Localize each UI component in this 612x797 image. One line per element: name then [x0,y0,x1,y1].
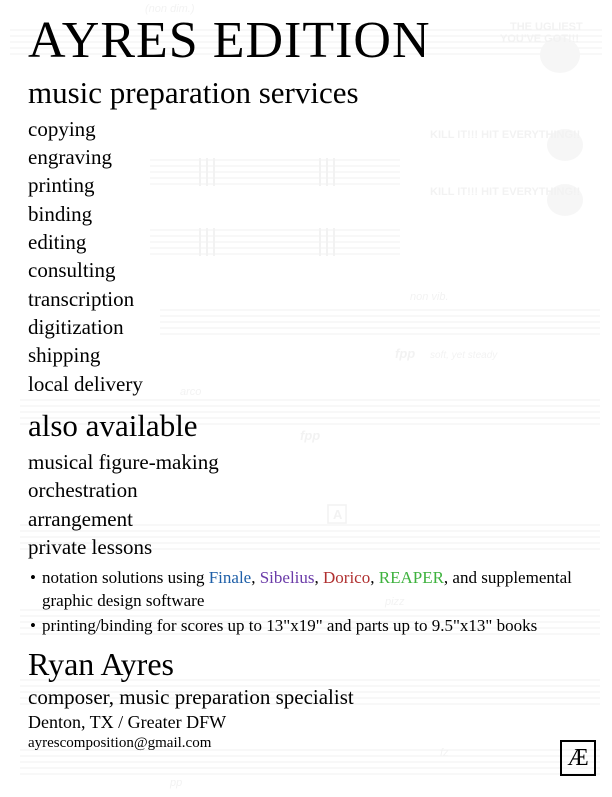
software-reaper: REAPER [379,568,444,587]
svg-text:pp: pp [169,777,182,789]
sep: , [251,568,260,587]
software-sibelius: Sibelius [260,568,315,587]
main-title: AYRES EDITION [28,14,584,69]
contact-role: composer, music preparation specialist [28,685,584,710]
service-item: consulting [28,256,584,284]
subtitle-also: also available [28,408,584,444]
also-item: musical figure-making [28,448,584,476]
content-container: AYRES EDITION music preparation services… [0,0,612,766]
also-item: private lessons [28,533,584,561]
software-dorico: Dorico [323,568,370,587]
contact-email: ayrescomposition@gmail.com [28,735,584,752]
sep: , [370,568,379,587]
also-item: orchestration [28,476,584,504]
ae-logo-text: Æ [567,745,588,772]
service-item: binding [28,200,584,228]
service-item: copying [28,115,584,143]
sep: , [315,568,324,587]
also-item: arrangement [28,505,584,533]
contact-name: Ryan Ayres [28,646,584,683]
service-item: engraving [28,143,584,171]
bullet-printing: printing/binding for scores up to 13"x19… [28,615,584,638]
subtitle-services: music preparation services [28,75,584,111]
bullets-list: notation solutions using Finale, Sibeliu… [28,567,584,638]
bullet-notation: notation solutions using Finale, Sibeliu… [28,567,584,613]
software-finale: Finale [209,568,252,587]
service-item: editing [28,228,584,256]
service-item: local delivery [28,370,584,398]
service-item: digitization [28,313,584,341]
services-list: copying engraving printing binding editi… [28,115,584,398]
service-item: shipping [28,341,584,369]
ae-logo: Æ [560,740,596,776]
service-item: printing [28,171,584,199]
service-item: transcription [28,285,584,313]
also-list: musical figure-making orchestration arra… [28,448,584,561]
contact-location: Denton, TX / Greater DFW [28,712,584,733]
bullet-text: notation solutions using [42,568,209,587]
